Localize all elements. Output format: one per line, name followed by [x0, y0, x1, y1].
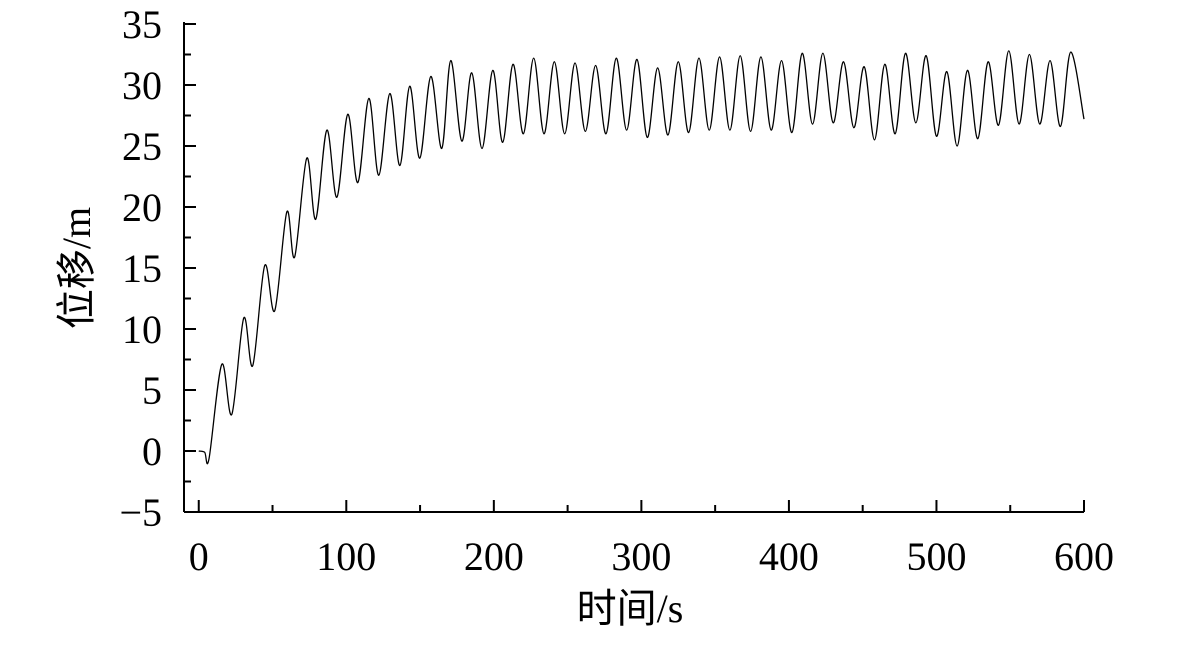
x-tick-label: 600: [1054, 534, 1114, 579]
data-line: [198, 50, 1085, 465]
y-tick-label: 15: [122, 246, 162, 291]
y-tick-label: 10: [122, 307, 162, 352]
y-tick-label: 25: [122, 124, 162, 169]
x-tick-label: 100: [316, 534, 376, 579]
x-axis-title: 时间/s: [577, 586, 684, 631]
x-tick-label: 500: [906, 534, 966, 579]
y-axis-title: 位移/m: [54, 207, 99, 329]
x-tick-label: 0: [189, 534, 209, 579]
x-tick-label: 200: [464, 534, 524, 579]
y-tick-label: 20: [122, 185, 162, 230]
y-tick-label: 5: [142, 368, 162, 413]
x-tick-label: 300: [611, 534, 671, 579]
y-tick-label: 30: [122, 63, 162, 108]
y-tick-label: 0: [142, 429, 162, 474]
y-tick-label: 35: [122, 2, 162, 47]
x-tick-label: 400: [759, 534, 819, 579]
y-tick-label: −5: [119, 490, 162, 535]
